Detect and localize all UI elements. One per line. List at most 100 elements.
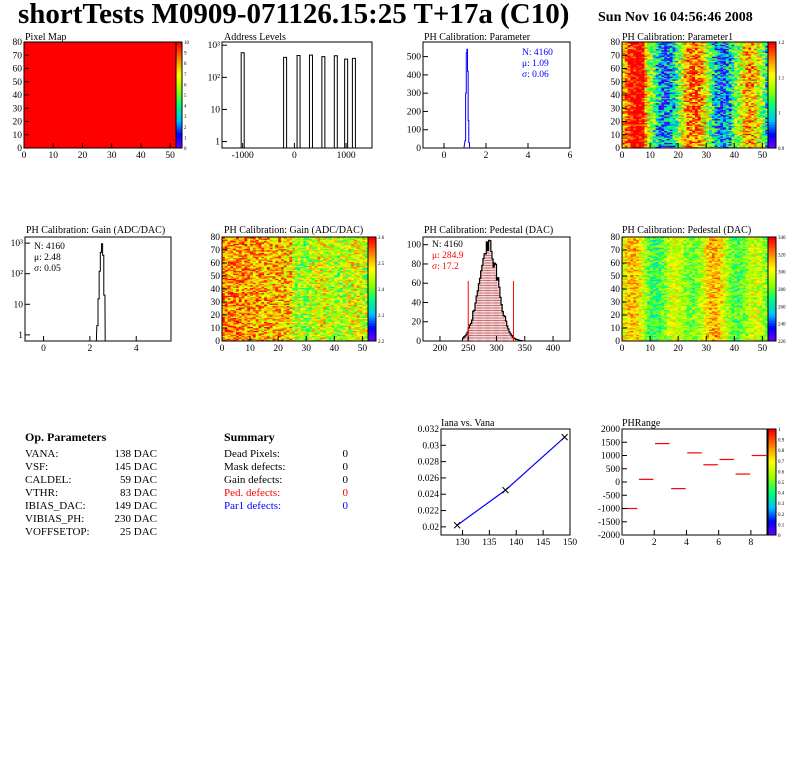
heatmap-cell [711, 137, 715, 140]
heatmap-cell [700, 136, 704, 138]
heatmap-cell [686, 137, 690, 140]
heatmap-cell [641, 81, 645, 84]
heatmap-cell [739, 101, 744, 104]
heatmap-cell [630, 109, 634, 112]
heatmap-cell [658, 55, 662, 57]
heatmap-cell [723, 112, 727, 114]
y-tick-label: 60 [611, 65, 621, 75]
heatmap-cell [224, 269, 228, 272]
heatmap-cell [227, 328, 231, 330]
heatmap-cell [636, 120, 640, 122]
heatmap-cell [652, 106, 656, 109]
heatmap-cell [230, 333, 234, 335]
heatmap-cell [742, 96, 746, 98]
heatmap-cell [753, 113, 758, 116]
heatmap-cell [739, 52, 744, 55]
heatmap-cell [236, 248, 240, 251]
heatmap-cell [227, 279, 231, 282]
heatmap-cell [725, 84, 729, 87]
heatmap-cell [638, 138, 642, 141]
heatmap-cell [630, 130, 634, 133]
heatmap-cell [728, 88, 732, 90]
heatmap-cell [683, 118, 687, 121]
heatmap-cell [633, 126, 637, 129]
heatmap-cell [714, 49, 718, 52]
heatmap-cell [630, 95, 634, 97]
heatmap-cell [647, 128, 651, 130]
heatmap-cell [748, 109, 752, 112]
heatmap-cell [695, 73, 699, 76]
heatmap-cell [745, 79, 749, 81]
heatmap-cell [672, 72, 676, 75]
heatmap-cell [233, 302, 237, 304]
heatmap-cell [725, 53, 729, 56]
heatmap-cell [695, 75, 699, 77]
heatmap-cell [709, 142, 713, 145]
heatmap-cell [650, 61, 654, 64]
heatmap-cell [658, 102, 662, 105]
heatmap-cell [692, 55, 696, 57]
heatmap-cell [723, 73, 727, 76]
heatmap-cell [748, 64, 752, 67]
heatmap-cell [748, 114, 752, 117]
heatmap-cell [765, 109, 769, 112]
x-tick-label: 4 [134, 344, 139, 354]
palette-tick-label: 2 [184, 126, 187, 131]
heatmap-cell [751, 102, 755, 105]
heatmap-cell [658, 60, 662, 63]
heatmap-cell [703, 91, 707, 93]
heatmap-cell [703, 112, 707, 114]
heatmap-cell [230, 286, 234, 288]
heatmap-cell [241, 313, 245, 316]
heatmap-cell [641, 100, 645, 102]
heatmap-cell [737, 44, 741, 47]
heatmap-cell [739, 51, 744, 53]
heatmap-cell [633, 110, 637, 113]
heatmap-cell [238, 266, 242, 269]
heatmap-cell [644, 132, 648, 134]
heatmap-cell [739, 137, 744, 140]
heatmap-cell [753, 73, 758, 76]
heatmap-cell [748, 124, 752, 126]
heatmap-cell [664, 122, 668, 125]
heatmap-cell [638, 105, 642, 108]
heatmap-cell [703, 136, 707, 138]
heatmap-cell [633, 129, 637, 132]
heatmap-cell [697, 77, 701, 80]
heatmap-cell [636, 76, 640, 79]
heatmap-cell [650, 142, 654, 145]
heatmap-cell [675, 68, 679, 71]
heatmap-cell [672, 84, 676, 87]
heatmap-cell [762, 67, 766, 69]
heatmap-cell [748, 56, 752, 59]
heatmap-cell [759, 98, 763, 101]
heatmap-cell [624, 140, 628, 142]
heatmap-cell [224, 253, 228, 256]
heatmap-cell [658, 63, 662, 65]
heatmap-cell [717, 45, 721, 48]
heatmap-cell [751, 49, 755, 52]
heatmap-cell [753, 110, 758, 113]
heatmap-cell [238, 316, 242, 318]
heatmap-cell [756, 96, 760, 98]
heatmap-cell [695, 49, 699, 52]
heatmap-cell [675, 81, 679, 84]
heatmap-cell [709, 146, 713, 149]
heatmap-cell [652, 141, 656, 143]
heatmap-cell [224, 281, 228, 283]
heatmap-cell [675, 133, 679, 136]
heatmap-cell [238, 263, 242, 265]
heatmap-cell [236, 269, 240, 272]
heatmap-cell [641, 104, 645, 106]
heatmap-cell [734, 60, 738, 63]
heatmap-cell [641, 116, 645, 118]
heatmap-cell [683, 71, 687, 73]
heatmap-cell [734, 137, 738, 140]
heatmap-cell [739, 108, 744, 110]
heatmap-cell [650, 118, 654, 121]
heatmap-cell [658, 52, 662, 55]
heatmap-cell [700, 145, 704, 147]
heatmap-cell [658, 83, 662, 85]
heatmap-cell [765, 118, 769, 121]
heatmap-cell [686, 81, 690, 84]
